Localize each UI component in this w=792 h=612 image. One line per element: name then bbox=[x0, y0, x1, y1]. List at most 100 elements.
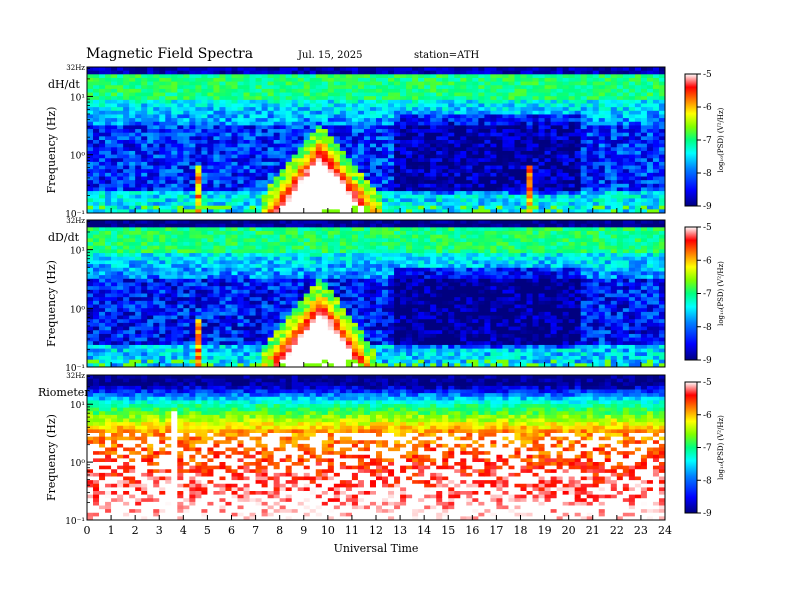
heatmap-cell bbox=[117, 234, 124, 239]
heatmap-cell bbox=[105, 315, 112, 320]
heatmap-cell bbox=[279, 180, 287, 185]
heatmap-cell bbox=[153, 234, 160, 239]
heatmap-cell bbox=[219, 275, 226, 280]
heatmap-cell bbox=[646, 96, 654, 101]
heatmap-cell bbox=[646, 169, 654, 174]
heatmap-cell bbox=[177, 81, 184, 86]
heatmap-cell bbox=[345, 191, 353, 196]
heatmap-cell bbox=[111, 191, 118, 196]
heatmap-cell bbox=[105, 286, 112, 291]
heatmap-cell bbox=[153, 256, 160, 261]
heatmap-cell bbox=[177, 348, 184, 353]
heatmap-cell bbox=[147, 220, 154, 225]
heatmap-cell bbox=[369, 70, 377, 75]
heatmap-cell bbox=[219, 183, 226, 188]
heatmap-cell bbox=[526, 202, 533, 207]
heatmap-cell bbox=[123, 92, 130, 97]
heatmap-cell bbox=[183, 363, 190, 368]
heatmap-cell bbox=[135, 359, 142, 364]
heatmap-cell bbox=[502, 169, 509, 174]
heatmap-cell bbox=[147, 238, 154, 243]
heatmap-cell bbox=[538, 172, 545, 177]
heatmap-cell bbox=[345, 209, 353, 214]
heatmap-cell bbox=[147, 355, 154, 361]
heatmap-cell bbox=[388, 165, 395, 170]
heatmap-cell bbox=[363, 103, 371, 108]
heatmap-cell bbox=[147, 77, 154, 82]
heatmap-cell bbox=[424, 70, 431, 75]
heatmap-cell bbox=[111, 282, 118, 287]
heatmap-cell bbox=[219, 330, 226, 335]
heatmap-cell bbox=[634, 209, 642, 214]
heatmap-cell bbox=[243, 107, 250, 112]
heatmap-cell bbox=[490, 140, 497, 145]
heatmap-cell bbox=[454, 74, 461, 79]
heatmap-cell bbox=[135, 297, 142, 302]
heatmap-cell bbox=[243, 77, 250, 82]
heatmap-cell bbox=[339, 172, 347, 177]
heatmap-cell bbox=[93, 260, 100, 265]
heatmap-cell bbox=[99, 234, 106, 239]
heatmap-cell bbox=[658, 154, 666, 159]
heatmap-cell bbox=[652, 154, 660, 159]
heatmap-cell bbox=[243, 74, 250, 79]
heatmap-cell bbox=[460, 169, 467, 174]
heatmap-cell bbox=[117, 363, 124, 368]
heatmap-cell bbox=[147, 223, 154, 228]
heatmap-cell bbox=[123, 70, 130, 75]
heatmap-cell bbox=[388, 99, 395, 104]
heatmap-cell bbox=[111, 118, 118, 123]
heatmap-cell bbox=[526, 67, 533, 72]
heatmap-cell bbox=[177, 249, 184, 254]
heatmap-cell bbox=[159, 140, 166, 145]
heatmap-cell bbox=[610, 107, 618, 112]
heatmap-cell bbox=[231, 121, 238, 126]
heatmap-cell bbox=[466, 125, 473, 130]
heatmap-cell bbox=[123, 231, 130, 236]
heatmap-cell bbox=[412, 136, 419, 141]
heatmap-cell bbox=[105, 99, 112, 104]
heatmap-cell bbox=[141, 337, 148, 342]
heatmap-cell bbox=[141, 103, 148, 108]
heatmap-cell bbox=[105, 88, 112, 93]
heatmap-cell bbox=[297, 169, 305, 174]
heatmap-cell bbox=[424, 114, 431, 119]
heatmap-cell bbox=[556, 198, 564, 203]
heatmap-cell bbox=[159, 223, 166, 228]
heatmap-cell bbox=[195, 205, 202, 210]
heatmap-cell bbox=[123, 99, 130, 104]
heatmap-cell bbox=[502, 198, 509, 203]
heatmap-cell bbox=[430, 140, 437, 145]
heatmap-cell bbox=[117, 315, 124, 320]
heatmap-cell bbox=[382, 180, 389, 185]
heatmap-cell bbox=[237, 304, 244, 309]
heatmap-cell bbox=[243, 275, 250, 280]
heatmap-cell bbox=[436, 92, 443, 97]
heatmap-cell bbox=[514, 110, 521, 115]
heatmap-cell bbox=[291, 96, 299, 101]
heatmap-cell bbox=[153, 85, 160, 90]
heatmap-cell bbox=[478, 209, 485, 214]
heatmap-cell bbox=[159, 70, 166, 75]
heatmap-cell bbox=[135, 231, 142, 236]
heatmap-cell bbox=[604, 110, 612, 115]
heatmap-cell bbox=[249, 169, 256, 174]
heatmap-cell bbox=[376, 158, 383, 163]
heatmap-cell bbox=[129, 315, 136, 320]
heatmap-cell bbox=[442, 81, 449, 86]
heatmap-cell bbox=[640, 183, 648, 188]
heatmap-cell bbox=[129, 231, 136, 236]
heatmap-cell bbox=[213, 77, 220, 82]
heatmap-cell bbox=[147, 183, 154, 188]
heatmap-cell bbox=[598, 194, 606, 199]
heatmap-cell bbox=[105, 140, 112, 145]
heatmap-cell bbox=[111, 194, 118, 199]
heatmap-cell bbox=[255, 150, 262, 155]
heatmap-cell bbox=[532, 183, 539, 188]
heatmap-cell bbox=[87, 191, 94, 196]
heatmap-cell bbox=[508, 187, 515, 192]
heatmap-cell bbox=[532, 150, 539, 155]
heatmap-cell bbox=[382, 187, 389, 192]
heatmap-cell bbox=[646, 129, 654, 134]
heatmap-cell bbox=[394, 154, 401, 159]
